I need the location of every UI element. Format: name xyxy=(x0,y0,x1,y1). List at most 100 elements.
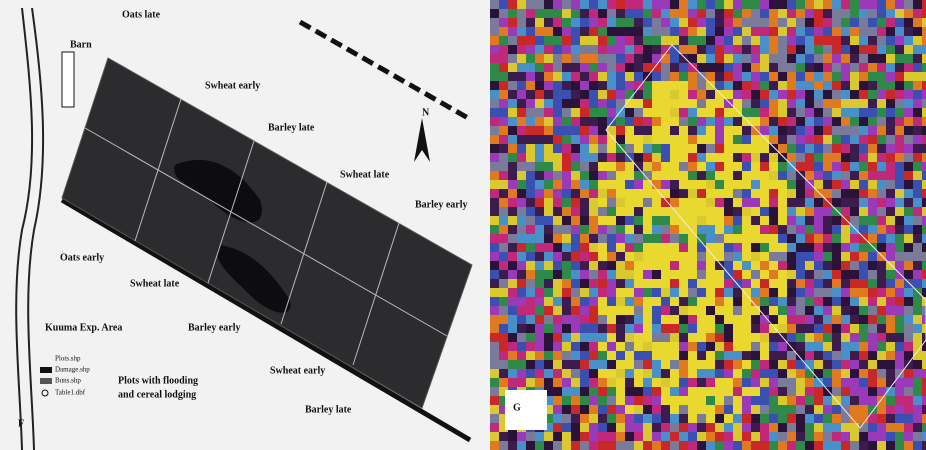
pixel xyxy=(661,279,670,288)
pixel xyxy=(904,360,913,369)
pixel xyxy=(661,306,670,315)
pixel xyxy=(814,405,823,414)
pixel xyxy=(589,54,598,63)
pixel xyxy=(634,396,643,405)
pixel xyxy=(490,387,499,396)
pixel xyxy=(850,288,859,297)
pixel xyxy=(733,288,742,297)
pixel xyxy=(724,234,733,243)
pixel xyxy=(679,324,688,333)
pixel xyxy=(490,270,499,279)
pixel xyxy=(607,324,616,333)
pixel xyxy=(625,54,634,63)
pixel xyxy=(706,225,715,234)
pixel xyxy=(625,207,634,216)
pixel xyxy=(724,252,733,261)
pixel xyxy=(823,324,832,333)
pixel xyxy=(823,36,832,45)
pixel xyxy=(778,126,787,135)
pixel xyxy=(832,378,841,387)
pixel xyxy=(589,198,598,207)
pixel xyxy=(868,396,877,405)
pixel xyxy=(580,234,589,243)
pixel xyxy=(706,405,715,414)
pixel xyxy=(751,387,760,396)
pixel xyxy=(625,252,634,261)
pixel xyxy=(661,387,670,396)
pixel xyxy=(823,63,832,72)
pixel xyxy=(706,279,715,288)
pixel xyxy=(517,333,526,342)
pixel xyxy=(553,378,562,387)
pixel xyxy=(787,360,796,369)
pixel xyxy=(760,225,769,234)
pixel xyxy=(715,423,724,432)
pixel xyxy=(733,45,742,54)
pixel xyxy=(733,387,742,396)
pixel xyxy=(724,180,733,189)
pixel xyxy=(490,117,499,126)
pixel xyxy=(517,351,526,360)
pixel xyxy=(616,261,625,270)
pixel xyxy=(877,0,886,9)
pixel xyxy=(751,81,760,90)
pixel xyxy=(643,378,652,387)
pixel xyxy=(778,117,787,126)
pixel xyxy=(625,90,634,99)
pixel xyxy=(886,9,895,18)
pixel xyxy=(841,117,850,126)
pixel xyxy=(508,333,517,342)
pixel xyxy=(850,414,859,423)
pixel xyxy=(625,117,634,126)
pixel xyxy=(670,243,679,252)
pixel xyxy=(832,261,841,270)
pixel xyxy=(877,333,886,342)
pixel xyxy=(841,288,850,297)
pixel xyxy=(805,171,814,180)
pixel xyxy=(526,297,535,306)
pixel xyxy=(562,333,571,342)
pixel xyxy=(868,0,877,9)
pixel xyxy=(643,369,652,378)
pixel xyxy=(589,243,598,252)
pixel xyxy=(715,54,724,63)
pixel xyxy=(787,261,796,270)
pixel xyxy=(823,81,832,90)
pixel xyxy=(670,387,679,396)
pixel xyxy=(652,306,661,315)
pixel xyxy=(499,387,508,396)
pixel xyxy=(922,144,926,153)
pixel xyxy=(760,306,769,315)
pixel xyxy=(886,18,895,27)
pixel xyxy=(724,90,733,99)
pixel xyxy=(634,117,643,126)
pixel xyxy=(508,252,517,261)
pixel xyxy=(886,432,895,441)
pixel xyxy=(571,171,580,180)
pixel xyxy=(904,126,913,135)
pixel xyxy=(805,315,814,324)
pixel xyxy=(904,279,913,288)
pixel xyxy=(562,216,571,225)
pixel xyxy=(661,0,670,9)
pixel xyxy=(499,324,508,333)
pixel xyxy=(625,342,634,351)
pixel xyxy=(895,9,904,18)
pixel xyxy=(742,297,751,306)
pixel xyxy=(823,72,832,81)
pixel xyxy=(706,360,715,369)
pixel xyxy=(553,153,562,162)
pixel xyxy=(895,99,904,108)
pixel xyxy=(904,90,913,99)
pixel xyxy=(571,378,580,387)
pixel xyxy=(922,162,926,171)
pixel xyxy=(697,342,706,351)
pixel xyxy=(706,144,715,153)
pixel xyxy=(652,216,661,225)
pixel xyxy=(643,297,652,306)
pixel xyxy=(508,306,517,315)
pixel xyxy=(841,405,850,414)
pixel xyxy=(895,441,904,450)
pixel xyxy=(643,279,652,288)
pixel xyxy=(796,252,805,261)
